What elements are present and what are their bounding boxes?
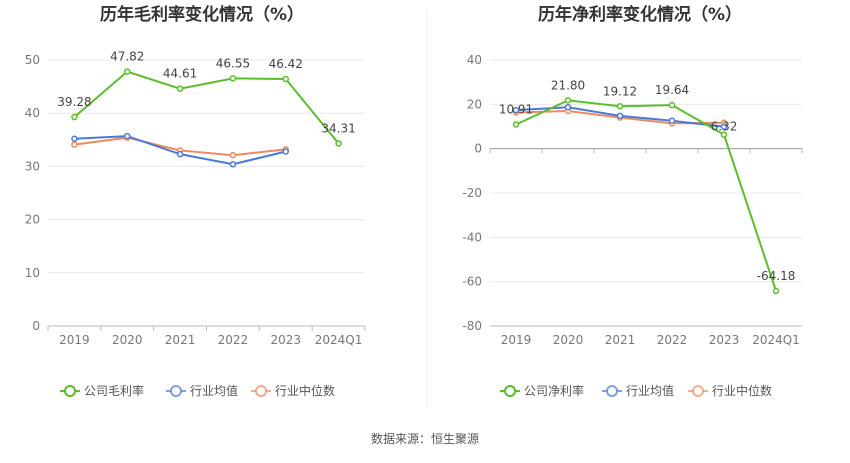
data-point [720, 131, 728, 138]
data-point [668, 101, 676, 109]
data-point [564, 97, 572, 104]
data-point [229, 161, 237, 168]
series-line [515, 99, 777, 292]
data-source: 数据来源：恒生聚源 [371, 431, 479, 446]
x-tick-label: 2024Q1 [315, 333, 363, 347]
legend-swatch-marker [255, 385, 267, 397]
series-line [73, 70, 340, 145]
x-tick-label: 2023 [709, 333, 740, 347]
data-label: 21.80 [551, 78, 585, 92]
data-point [772, 287, 780, 295]
data-point [176, 150, 184, 158]
y-tick-label: 40 [467, 53, 482, 67]
y-tick-label: 0 [474, 142, 482, 156]
data-point [282, 75, 289, 83]
data-label: 10.91 [499, 102, 533, 116]
data-point [71, 135, 78, 142]
y-tick-label: 20 [467, 97, 482, 111]
legend-label: 行业中位数 [275, 383, 335, 398]
chart-title: 历年净利率变化情况（%） [538, 4, 742, 25]
data-point [176, 85, 184, 92]
y-tick-label: -80 [462, 319, 482, 333]
y-tick-label: 30 [25, 159, 40, 173]
net-margin-chart: 历年净利率变化情况（%） -80 -60 -40 -20 0 20 40 2019 2020 202… [462, 4, 803, 398]
y-tick-label: -40 [462, 230, 482, 244]
x-tick-label: 2023 [270, 333, 301, 347]
data-point [668, 117, 676, 124]
data-point [616, 103, 624, 110]
y-tick-label: -60 [462, 275, 482, 289]
legend-swatch-marker [606, 385, 618, 397]
legend-swatch-marker [170, 385, 182, 397]
x-tick-label: 2022 [218, 333, 249, 347]
data-point [124, 68, 131, 75]
x-tick-label: 2019 [59, 333, 90, 347]
data-point [282, 148, 289, 155]
data-point [512, 106, 520, 114]
data-label: 44.61 [163, 67, 197, 81]
legend-label: 行业中位数 [712, 383, 772, 398]
data-label: 34.31 [321, 121, 355, 135]
data-point [720, 123, 728, 130]
legend-label: 公司净利率 [524, 383, 584, 398]
chart-title: 历年毛利率变化情况（%） [100, 4, 304, 25]
y-tick-label: 0 [32, 319, 40, 333]
x-tick-label: 2021 [165, 333, 196, 347]
gross-margin-chart: 历年毛利率变化情况（%） 0 10 20 30 40 50 2019 2020 2021 2022 2… [25, 4, 366, 398]
data-point [229, 75, 237, 82]
data-label: 19.64 [655, 83, 689, 97]
legend-label: 公司毛利率 [84, 383, 144, 398]
legend-swatch-marker [504, 385, 516, 397]
x-tick-label: 2024Q1 [752, 333, 800, 347]
data-label: 46.55 [216, 56, 250, 70]
data-label: 6.32 [711, 120, 738, 134]
data-point [564, 103, 572, 111]
x-tick-label: 2020 [112, 333, 143, 347]
y-tick-label: 10 [25, 266, 40, 280]
data-label: 46.42 [269, 57, 303, 71]
data-point [229, 151, 237, 159]
data-point [512, 121, 520, 128]
data-point [71, 141, 78, 148]
data-point [335, 140, 342, 147]
x-tick-label: 2022 [657, 333, 688, 347]
data-point [71, 113, 78, 121]
legend-label: 行业均值 [190, 383, 238, 398]
x-tick-label: 2021 [605, 333, 636, 347]
y-tick-label: 50 [25, 53, 40, 67]
y-tick-label: 20 [25, 213, 40, 227]
x-tick-label: 2019 [501, 333, 532, 347]
data-point [124, 132, 131, 140]
data-label: 39.28 [57, 95, 91, 109]
data-point [616, 112, 624, 120]
data-label: 19.12 [603, 84, 637, 98]
legend-swatch-marker [64, 385, 76, 397]
x-tick-label: 2020 [553, 333, 584, 347]
data-label: -64.18 [757, 269, 796, 283]
legend-swatch-marker [692, 385, 704, 397]
y-tick-label: 40 [25, 106, 40, 120]
legend-label: 行业均值 [626, 383, 674, 398]
data-label: 47.82 [110, 50, 144, 64]
y-tick-label: -20 [462, 186, 482, 200]
